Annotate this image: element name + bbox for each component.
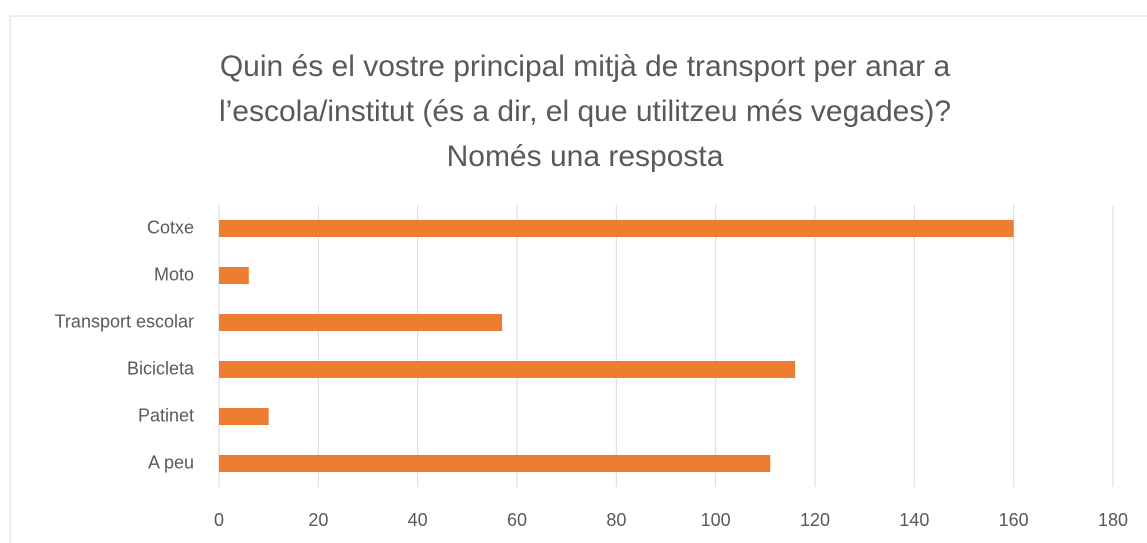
x-tick-label: 180 — [1098, 510, 1128, 530]
bar — [219, 361, 796, 378]
bar — [219, 314, 503, 331]
x-tick-label: 140 — [899, 510, 929, 530]
y-tick-label: Patinet — [138, 405, 194, 425]
x-tick-label: 0 — [214, 510, 224, 530]
bar — [219, 455, 771, 472]
x-tick-label: 60 — [507, 510, 527, 530]
y-tick-label: Bicicleta — [127, 358, 195, 378]
x-tick-label: 20 — [308, 510, 328, 530]
x-tick-label: 40 — [408, 510, 428, 530]
y-tick-label: Transport escolar — [55, 311, 194, 331]
x-tick-label: 80 — [606, 510, 626, 530]
chart-title: Només una resposta — [447, 140, 724, 173]
y-tick-label: Cotxe — [147, 217, 194, 237]
chart-border — [9, 15, 1147, 543]
bar — [219, 408, 269, 425]
x-tick-label: 160 — [999, 510, 1029, 530]
bar — [219, 220, 1014, 237]
x-tick-label: 100 — [701, 510, 731, 530]
y-tick-label: A peu — [148, 452, 194, 472]
bar — [219, 267, 249, 284]
chart-title: Quin és el vostre principal mitjà de tra… — [220, 50, 951, 83]
chart-title: l’escola/institut (és a dir, el que util… — [219, 95, 951, 128]
x-tick-label: 120 — [800, 510, 830, 530]
y-tick-label: Moto — [154, 264, 194, 284]
